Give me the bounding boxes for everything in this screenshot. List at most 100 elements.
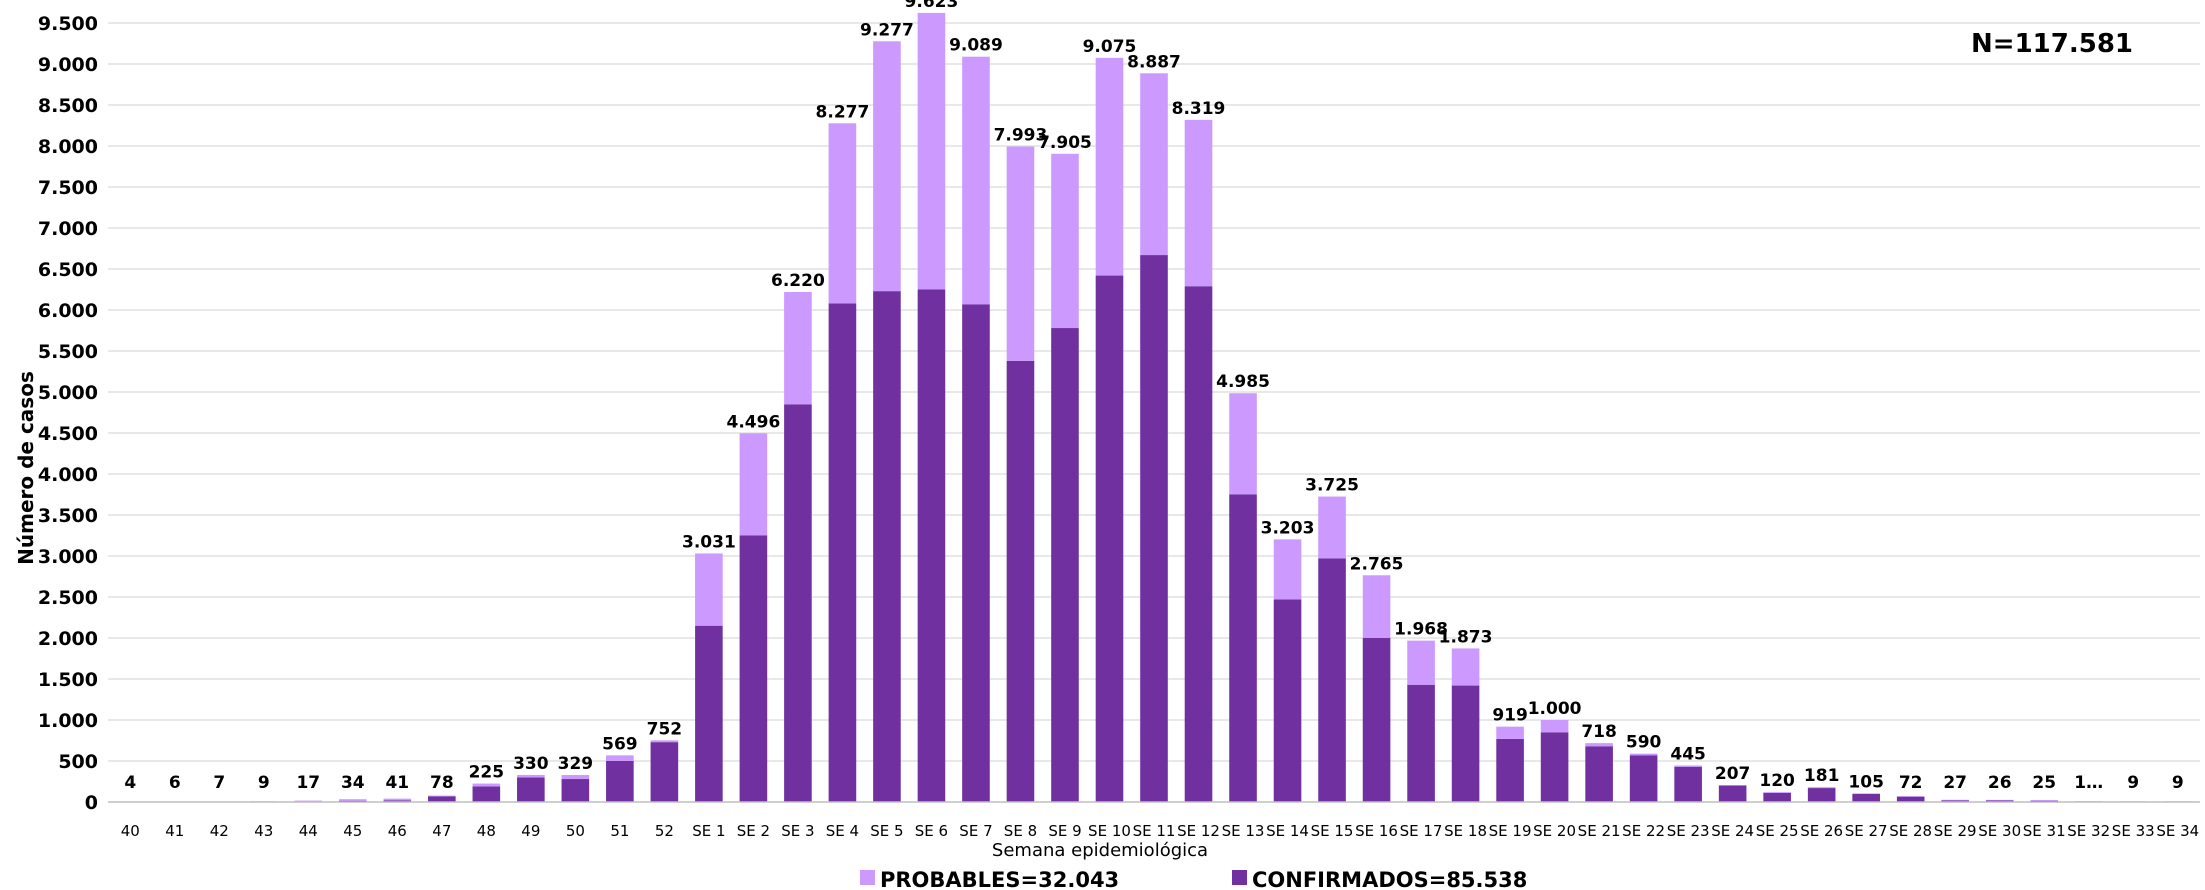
bar-probables bbox=[517, 774, 545, 778]
bar-confirmados bbox=[1273, 599, 1302, 802]
data-label-total: 3.725 bbox=[1305, 476, 1359, 496]
y-tick-label: 8.500 bbox=[38, 95, 98, 117]
bar-probables bbox=[472, 783, 501, 787]
bar-probables bbox=[294, 800, 323, 802]
x-tick-label: SE 16 bbox=[1355, 822, 1398, 840]
data-label-total: 27 bbox=[1943, 773, 1967, 793]
x-tick-label: SE 8 bbox=[1004, 822, 1037, 840]
bar-probables bbox=[1718, 785, 1747, 786]
x-tick-label: SE 14 bbox=[1266, 822, 1309, 840]
y-axis-ticks: 0 500 1.000 1.500 2.000 2.500 3.000 3.500 4.000 4… bbox=[38, 13, 98, 814]
bar-confirmados bbox=[828, 303, 857, 802]
x-tick-label: SE 33 bbox=[2112, 822, 2155, 840]
data-label-total: 919 bbox=[1492, 706, 1528, 726]
y-tick-label: 8.000 bbox=[38, 136, 98, 158]
bar-probables bbox=[606, 755, 634, 761]
bar-probables bbox=[2030, 799, 2059, 801]
data-label-total: 6.220 bbox=[771, 271, 825, 291]
data-label-total: 1.000 bbox=[1528, 699, 1582, 719]
x-tick-label: SE 7 bbox=[959, 822, 992, 840]
x-tick-label: SE 32 bbox=[2067, 822, 2110, 840]
bar-probables bbox=[1318, 496, 1346, 559]
x-tick-label: SE 29 bbox=[1934, 822, 1977, 840]
bar-confirmados bbox=[1451, 685, 1480, 802]
x-tick-label: 47 bbox=[432, 822, 451, 840]
bar-confirmados bbox=[1140, 255, 1168, 802]
bar-probables bbox=[1629, 753, 1658, 756]
bar-probables bbox=[1807, 787, 1836, 789]
y-tick-label: 9.000 bbox=[38, 54, 98, 76]
data-label-total: 8.277 bbox=[816, 102, 870, 122]
bar-confirmados bbox=[739, 535, 768, 802]
bar-confirmados bbox=[873, 291, 901, 802]
x-tick-label: SE 5 bbox=[870, 822, 903, 840]
data-label-total: 105 bbox=[1848, 772, 1884, 792]
x-tick-label: 48 bbox=[477, 822, 496, 840]
bar-confirmados bbox=[1362, 638, 1391, 802]
bar-confirmados bbox=[1585, 746, 1613, 802]
bar-probables bbox=[383, 798, 412, 801]
bar-probables bbox=[1585, 743, 1613, 747]
y-tick-label: 2.500 bbox=[38, 587, 98, 609]
data-label-total: 330 bbox=[513, 754, 549, 774]
y-tick-label: 500 bbox=[58, 751, 98, 773]
bar-confirmados bbox=[1852, 793, 1880, 802]
bar-confirmados bbox=[517, 777, 545, 802]
data-label-total: 445 bbox=[1670, 745, 1706, 765]
data-label-total: 2.765 bbox=[1350, 554, 1404, 574]
data-label-total: 9.623 bbox=[905, 0, 959, 12]
data-label-total: 41 bbox=[385, 773, 409, 793]
bar-probables bbox=[1674, 765, 1702, 767]
bar-confirmados bbox=[1941, 800, 1969, 802]
bar-probables bbox=[784, 291, 812, 405]
x-tick-label: SE 26 bbox=[1800, 822, 1843, 840]
bar-probables bbox=[428, 795, 456, 797]
bars bbox=[116, 12, 2192, 803]
x-tick-label: SE 11 bbox=[1133, 822, 1176, 840]
y-tick-label: 5.000 bbox=[38, 382, 98, 404]
data-label-total: 9 bbox=[2172, 773, 2184, 793]
data-label-total: 78 bbox=[430, 773, 454, 793]
x-axis-title: Semana epidemiológica bbox=[992, 840, 1208, 861]
bar-probables bbox=[1985, 799, 2014, 801]
data-label-total: 329 bbox=[558, 754, 594, 774]
legend-swatch-confirmados bbox=[1232, 870, 1247, 885]
y-tick-label: 7.000 bbox=[38, 218, 98, 240]
data-label-total: 17 bbox=[296, 773, 320, 793]
bar-confirmados bbox=[1051, 328, 1079, 802]
data-label-total: 9 bbox=[2127, 773, 2139, 793]
bar-confirmados bbox=[472, 786, 501, 802]
legend: PROBABLES=32.043 CONFIRMADOS=85.538 bbox=[860, 868, 1527, 890]
data-label-total: 4.985 bbox=[1216, 372, 1270, 392]
data-label-total: 1.873 bbox=[1439, 627, 1493, 647]
x-tick-label: 42 bbox=[210, 822, 229, 840]
x-tick-label: 52 bbox=[655, 822, 674, 840]
bar-probables bbox=[650, 740, 679, 743]
data-label-total: 569 bbox=[602, 734, 638, 754]
data-label-total: 225 bbox=[469, 763, 505, 783]
data-labels: 4 6 7 9 17 34 41 78 225 330 329 569 752 3.031 4.496 6.2… bbox=[124, 0, 2183, 793]
bar-probables bbox=[1184, 119, 1213, 287]
x-tick-label: 51 bbox=[610, 822, 629, 840]
bar-probables bbox=[1407, 640, 1435, 685]
bar-confirmados bbox=[1184, 286, 1213, 803]
y-tick-label: 3.500 bbox=[38, 505, 98, 527]
x-tick-label: 41 bbox=[165, 822, 184, 840]
x-tick-label: SE 24 bbox=[1711, 822, 1754, 840]
bar-probables bbox=[1362, 575, 1391, 638]
data-label-total: 9.089 bbox=[949, 36, 1003, 56]
data-label-total: 3.031 bbox=[682, 532, 736, 552]
bar-probables bbox=[873, 41, 901, 292]
data-label-total: 207 bbox=[1715, 764, 1751, 784]
data-label-total: 8.887 bbox=[1127, 52, 1181, 72]
x-tick-label: 46 bbox=[388, 822, 407, 840]
data-label-total: 25 bbox=[2032, 773, 2056, 793]
bar-probables bbox=[695, 553, 723, 626]
x-tick-label: 45 bbox=[343, 822, 362, 840]
bar-probables bbox=[1540, 720, 1569, 733]
x-tick-label: SE 13 bbox=[1222, 822, 1265, 840]
data-label-total: 4.496 bbox=[727, 412, 781, 432]
bar-confirmados bbox=[1496, 738, 1524, 802]
data-label-total: 26 bbox=[1988, 773, 2012, 793]
